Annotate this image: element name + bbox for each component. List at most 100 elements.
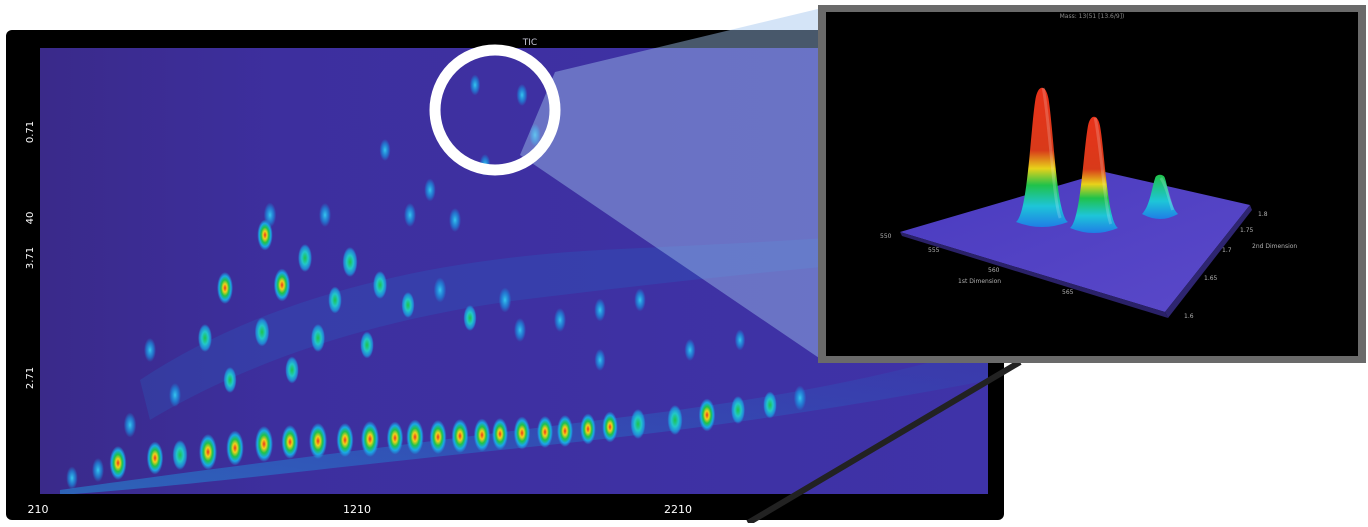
heatmap-peak [109, 446, 127, 480]
heatmap-peak [731, 396, 745, 424]
y-tick-label: 3.71 [25, 247, 36, 269]
inset-title: Mass: 13(51 [13.6/9]) [1060, 13, 1125, 20]
heatmap-peak [406, 419, 424, 455]
y-tick-label: 1.75 [1240, 227, 1254, 234]
y-tick-label: 1.7 [1222, 247, 1232, 254]
heatmap-peak [763, 391, 777, 419]
heatmap-peak [319, 203, 331, 227]
callout-line [746, 359, 1022, 526]
heatmap-peak [169, 383, 181, 407]
surface-floor-edge [1165, 205, 1252, 318]
heatmap-peak [698, 398, 716, 432]
x-tick-label: 1210 [343, 503, 371, 516]
x-tick-label: 550 [880, 233, 892, 240]
x-tick-label: 555 [928, 247, 940, 254]
heatmap-peak [463, 305, 477, 331]
surface-peak-highlight [1159, 177, 1175, 211]
heatmap-peak [449, 208, 461, 232]
heatmap-peak [223, 367, 237, 393]
heatmap-peak [92, 458, 104, 482]
heatmap-peaks [66, 74, 807, 490]
heatmap-peak [684, 339, 696, 361]
x-axis-label: 1st Dimension [958, 278, 1001, 285]
heatmap-peak [594, 298, 606, 322]
heatmap-peak [498, 287, 512, 313]
heatmap-peak [514, 318, 526, 342]
heatmap-peak [401, 292, 415, 318]
heatmap-peak [513, 416, 531, 450]
heatmap-peak [667, 405, 683, 435]
x-tick-label: 565 [1062, 289, 1074, 296]
heatmap-peak [144, 338, 156, 362]
heatmap-peak [336, 423, 354, 457]
heatmap-peak [361, 421, 379, 457]
heatmap-peak [373, 271, 387, 299]
heatmap-peak [273, 268, 291, 302]
y-tick-label: 0.71 [25, 121, 36, 143]
surface-peak-highlight [1093, 117, 1113, 225]
heatmap-peak [263, 202, 277, 228]
heatmap-peak [386, 421, 404, 455]
surface-floor-edge [900, 232, 1168, 318]
heatmap-peak [255, 426, 273, 462]
heatmap-peak [557, 415, 573, 447]
surface-peaks [1016, 87, 1178, 233]
heatmap-peak [537, 416, 553, 448]
heatmap-peak [146, 441, 164, 475]
heatmap-peak [342, 247, 358, 277]
heatmap-peak [404, 203, 416, 227]
heatmap-title: TIC [522, 38, 537, 48]
heatmap-peak [429, 420, 447, 454]
x-tick-label: 2210 [664, 503, 692, 516]
heatmap-band [60, 345, 988, 494]
heatmap-peak [217, 272, 233, 304]
heatmap-peak [630, 409, 646, 439]
heatmap-peak [469, 74, 481, 96]
heatmap-peak [433, 277, 447, 303]
zoom-wedge [520, 8, 822, 360]
heatmap-peak [199, 434, 217, 470]
y-tick-label: 40 [25, 212, 36, 225]
heatmap-peak [198, 324, 212, 352]
heatmap-peak [66, 466, 78, 490]
x-tick-label: 210 [28, 503, 49, 516]
heatmap-peak [594, 349, 606, 371]
y-tick-label: 2.71 [25, 367, 36, 389]
heatmap-peak [298, 244, 312, 272]
heatmap-peak [379, 139, 391, 161]
surface-peak [1070, 116, 1118, 233]
surface-peak-highlight [1041, 87, 1062, 219]
heatmap-peak [734, 329, 746, 351]
heatmap-peak [254, 317, 270, 347]
y-tick-label: 1.8 [1258, 211, 1268, 218]
heatmap-peak [602, 411, 618, 443]
heatmap-peak [516, 84, 528, 106]
heatmap-peak [451, 419, 469, 453]
heatmap-peak [309, 423, 327, 459]
heatmap-peak [172, 440, 188, 470]
heatmap-peak [226, 430, 244, 466]
surface-peak [1142, 174, 1178, 219]
inset-y-axis: 1.8 1.75 1.7 1.65 1.6 2nd Dimension [1184, 211, 1297, 320]
heatmap-peak [285, 356, 299, 384]
heatmap-peak [311, 324, 325, 352]
heatmap-peak [492, 418, 508, 450]
heatmap-peak [328, 286, 342, 314]
y-axis-label: 2nd Dimension [1252, 243, 1297, 250]
heatmap-peak [424, 178, 436, 202]
heatmap-x-axis: 210 1210 2210 [28, 503, 693, 516]
heatmap-peak [123, 412, 137, 438]
heatmap-peak [554, 308, 566, 332]
heatmap-peak [793, 385, 807, 411]
heatmap-peak [473, 418, 491, 452]
heatmap-peak [634, 288, 646, 312]
x-tick-label: 560 [988, 267, 1000, 274]
surface-peak [1016, 87, 1068, 227]
heatmap-peak [360, 331, 374, 359]
heatmap-y-axis: 0.71 40 3.71 2.71 [25, 121, 36, 389]
heatmap-peak [529, 123, 541, 147]
heatmap-peak [580, 413, 596, 445]
heatmap-peak [281, 425, 299, 459]
y-tick-label: 1.6 [1184, 313, 1194, 320]
